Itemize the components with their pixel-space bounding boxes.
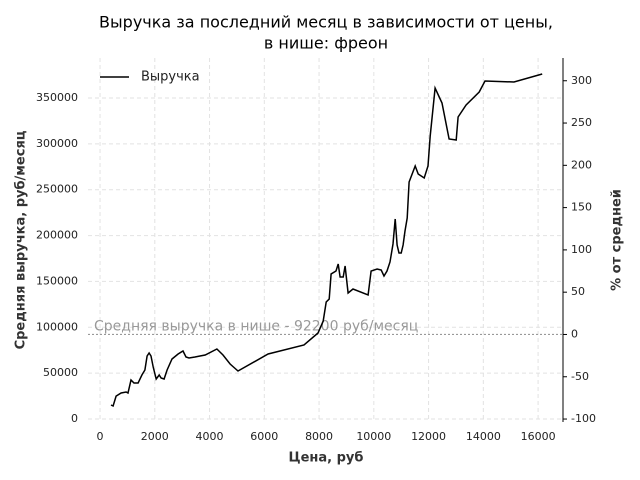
legend-label: Выручка: [141, 70, 200, 85]
annotation: Средняя выручка в нише - 92200 руб/месяц: [94, 318, 418, 334]
x-tick-label: 14000: [466, 430, 501, 443]
line: [110, 73, 543, 408]
y2-tick-label: -50: [571, 370, 589, 383]
y2-tick-label: 0: [571, 327, 578, 340]
x-tick-label: 8000: [305, 430, 333, 443]
x-tick-label: 2000: [141, 430, 169, 443]
x-tick-label: 4000: [196, 430, 224, 443]
y-tick-label: 0: [71, 412, 78, 425]
x-axis-label: Цена, руб: [289, 451, 364, 466]
x-tick-label: 6000: [250, 430, 278, 443]
y-tick-label: 350000: [36, 91, 78, 104]
chart-title: Выручка за последний месяц в зависимости…: [99, 13, 553, 32]
y2-axis-label: % от средней: [610, 189, 625, 291]
y-tick-label: 50000: [43, 366, 78, 379]
x-tick-label: 10000: [356, 430, 391, 443]
x-tick-label: 16000: [521, 430, 556, 443]
y2-tick-label: 150: [571, 201, 592, 214]
y2-tick-label: 50: [571, 285, 585, 298]
y2-tick-label: -100: [571, 412, 596, 425]
x-tick-label: 12000: [411, 430, 446, 443]
y-tick-label: 300000: [36, 137, 78, 150]
y-axis-label: Средняя выручка, руб/месяц: [14, 130, 29, 349]
y2-tick-label: 200: [571, 158, 592, 171]
y-tick-label: 250000: [36, 183, 78, 196]
y-tick-label: 150000: [36, 274, 78, 287]
y2-tick-label: 100: [571, 243, 592, 256]
chart-title: в нише: фреон: [264, 34, 388, 53]
y-tick-label: 100000: [36, 320, 78, 333]
y-tick-label: 200000: [36, 229, 78, 242]
y2-tick-label: 300: [571, 74, 592, 87]
y2-tick-label: 250: [571, 116, 592, 129]
x-tick-label: 0: [97, 430, 104, 443]
